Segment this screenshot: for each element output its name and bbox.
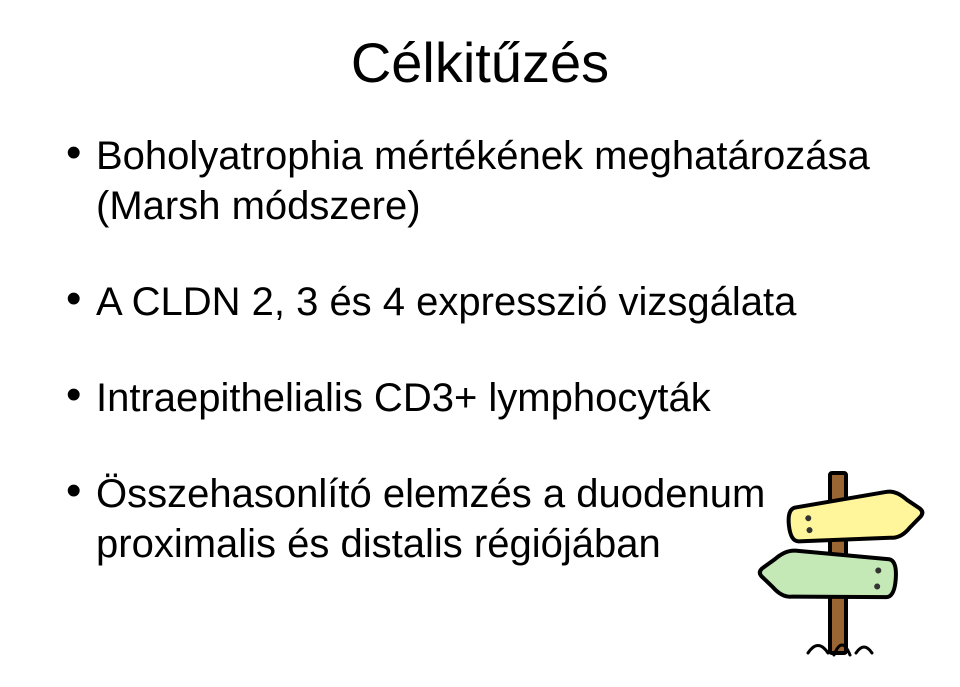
bullet-text: Intraepithelialis CD3+ lymphocyták [96, 376, 711, 420]
bullet-item: Boholyatrophia mértékének meghatározása … [60, 131, 900, 231]
slide: Célkitűzés Boholyatrophia mértékének meg… [0, 0, 960, 687]
bullet-item: Intraepithelialis CD3+ lymphocyták [60, 373, 900, 423]
bullet-text: Összehasonlító elemzés a duodenum proxim… [96, 472, 765, 566]
signpost-icon [738, 453, 938, 672]
slide-title: Célkitűzés [60, 30, 900, 95]
bullet-item: A CLDN 2, 3 és 4 expresszió vizsgálata [60, 277, 900, 327]
bullet-text: Boholyatrophia mértékének meghatározása … [96, 134, 870, 228]
bullet-text: A CLDN 2, 3 és 4 expresszió vizsgálata [96, 280, 796, 324]
